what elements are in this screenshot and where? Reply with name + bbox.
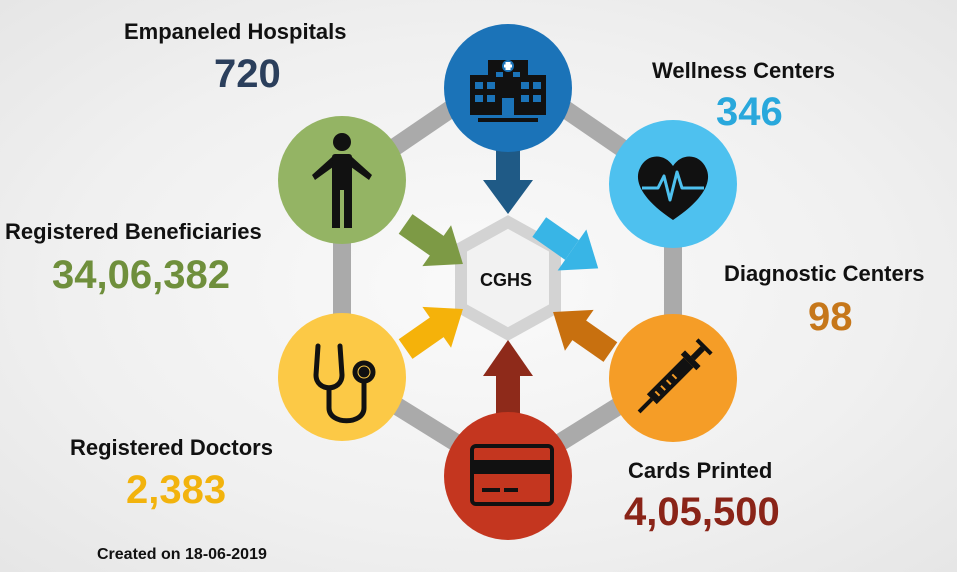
wellness-label: Wellness Centers [652, 58, 836, 83]
beneficiaries-value: 34,06,382 [52, 253, 230, 297]
arrow-cards [483, 340, 533, 416]
doctors-value: 2,383 [126, 468, 227, 512]
arrow-diagnostic [553, 309, 618, 362]
arrow-doctors [398, 306, 463, 359]
diagnostic-label: Diagnostic Centers [724, 261, 925, 286]
cards-value: 4,05,500 [624, 490, 780, 534]
center-label: CGHS [480, 270, 533, 290]
stethoscope-icon [313, 343, 376, 424]
hospitals-label: Empaneled Hospitals [124, 19, 347, 44]
heart-pulse-icon [637, 156, 709, 220]
diagnostic-value: 98 [808, 295, 853, 339]
arrow-wellness [532, 217, 599, 271]
wellness-value: 346 [716, 90, 783, 134]
arrow-beneficiaries [398, 214, 463, 267]
person-icon [312, 133, 372, 228]
hospital-icon [470, 60, 546, 122]
doctors-label: Registered Doctors [70, 435, 273, 460]
card-icon [470, 444, 554, 506]
syringe-icon [637, 338, 713, 414]
hospitals-value: 720 [214, 52, 281, 96]
created-date: Created on 18-06-2019 [97, 546, 267, 563]
beneficiaries-label: Registered Beneficiaries [5, 219, 262, 244]
cards-label: Cards Printed [628, 458, 773, 483]
